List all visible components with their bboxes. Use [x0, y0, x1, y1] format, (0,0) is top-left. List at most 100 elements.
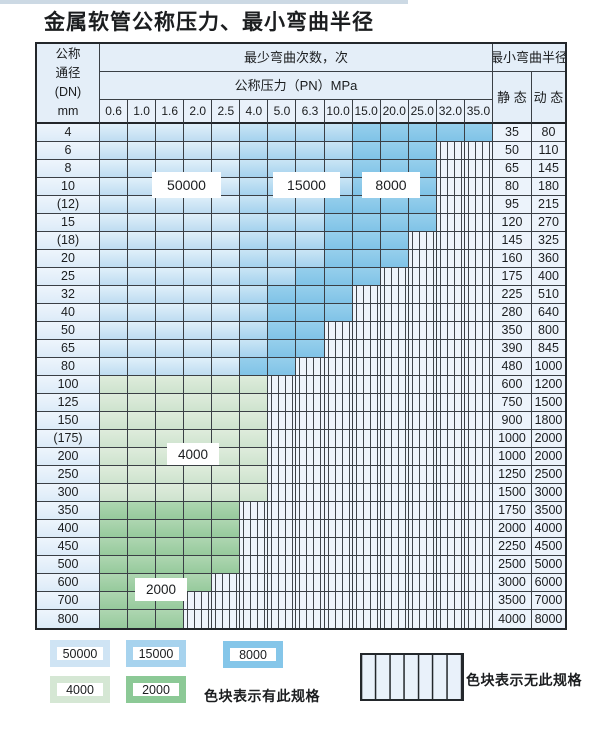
spec-cell	[408, 592, 437, 610]
spec-cell	[352, 268, 381, 286]
spec-cell	[156, 124, 185, 142]
dynamic-value: 1500	[531, 394, 565, 412]
dn-value: 80	[37, 358, 100, 376]
spec-cell	[408, 466, 437, 484]
spec-cell	[380, 394, 409, 412]
spec-cell	[212, 232, 241, 250]
spec-cell	[100, 214, 129, 232]
spec-cell	[100, 358, 129, 376]
spec-cell	[352, 376, 381, 394]
dynamic-value: 2000	[531, 448, 565, 466]
spec-cell	[184, 574, 213, 592]
spec-cell	[212, 538, 241, 556]
spec-cell	[268, 574, 297, 592]
spec-cell	[240, 538, 269, 556]
spec-cell	[100, 124, 129, 142]
spec-cell	[268, 538, 297, 556]
dynamic-value: 3500	[531, 502, 565, 520]
dn-value: 40	[37, 304, 100, 322]
spec-table: 公称 通径 (DN) mm 最少弯曲次数，次 最小弯曲半径 公称压力（PN）MPa 静 态动 …	[35, 42, 567, 630]
spec-cell	[268, 358, 297, 376]
spec-cell	[324, 376, 353, 394]
spec-cell	[128, 160, 157, 178]
dn-header: 公称 通径 (DN) mm	[37, 44, 100, 124]
static-value: 225	[492, 286, 532, 304]
spec-cell	[296, 448, 325, 466]
pressure-tick: 6.3	[296, 100, 325, 124]
pressure-tick: 0.6	[100, 100, 129, 124]
spec-cell	[464, 448, 493, 466]
spec-cell	[380, 502, 409, 520]
spec-cell	[296, 268, 325, 286]
spec-cell	[436, 538, 465, 556]
legend-chip-4000: 4000	[50, 676, 110, 703]
spec-cell	[352, 610, 381, 628]
spec-cell	[100, 268, 129, 286]
spec-cell	[128, 430, 157, 448]
pressure-tick: 32.0	[436, 100, 465, 124]
spec-cell	[324, 322, 353, 340]
spec-cell	[240, 178, 269, 196]
spec-cell	[184, 538, 213, 556]
static-value: 350	[492, 322, 532, 340]
spec-cell	[128, 538, 157, 556]
spec-cell	[408, 520, 437, 538]
static-value: 280	[492, 304, 532, 322]
spec-cell	[100, 466, 129, 484]
spec-cell	[212, 574, 241, 592]
spec-cell	[296, 592, 325, 610]
spec-cell	[296, 286, 325, 304]
spec-cell	[436, 304, 465, 322]
spec-cell	[352, 322, 381, 340]
spec-cell	[408, 268, 437, 286]
spec-cell	[240, 268, 269, 286]
spec-cell	[380, 286, 409, 304]
spec-cell	[352, 196, 381, 214]
spec-cell	[128, 376, 157, 394]
spec-cell	[128, 250, 157, 268]
static-value: 2500	[492, 556, 532, 574]
spec-cell	[100, 232, 129, 250]
spec-cell	[324, 538, 353, 556]
spec-cell	[296, 250, 325, 268]
spec-cell	[436, 592, 465, 610]
spec-cell	[100, 286, 129, 304]
spec-cell	[240, 574, 269, 592]
spec-cell	[380, 448, 409, 466]
spec-cell	[100, 376, 129, 394]
spec-cell	[156, 340, 185, 358]
spec-cell	[184, 358, 213, 376]
spec-cell	[184, 304, 213, 322]
spec-cell	[296, 124, 325, 142]
spec-cell	[156, 394, 185, 412]
spec-cell	[296, 358, 325, 376]
spec-cell	[352, 340, 381, 358]
spec-cell	[128, 286, 157, 304]
dynamic-value: 4500	[531, 538, 565, 556]
spec-cell	[128, 358, 157, 376]
static-value: 50	[492, 142, 532, 160]
spec-cell	[212, 304, 241, 322]
pressure-tick: 5.0	[268, 100, 297, 124]
spec-cell	[240, 412, 269, 430]
spec-cell	[156, 556, 185, 574]
spec-cell	[156, 268, 185, 286]
dn-value: 150	[37, 412, 100, 430]
spec-cell	[408, 574, 437, 592]
spec-cell	[352, 574, 381, 592]
spec-cell	[464, 304, 493, 322]
spec-cell	[436, 358, 465, 376]
spec-cell	[408, 376, 437, 394]
spec-cell	[324, 394, 353, 412]
spec-cell	[184, 466, 213, 484]
spec-cell	[100, 610, 129, 628]
pressure-tick: 25.0	[408, 100, 437, 124]
spec-cell	[296, 394, 325, 412]
spec-cell	[296, 610, 325, 628]
static-value: 480	[492, 358, 532, 376]
static-value: 80	[492, 178, 532, 196]
spec-cell	[408, 412, 437, 430]
spec-cell	[100, 250, 129, 268]
spec-cell	[212, 250, 241, 268]
spec-cell	[408, 610, 437, 628]
